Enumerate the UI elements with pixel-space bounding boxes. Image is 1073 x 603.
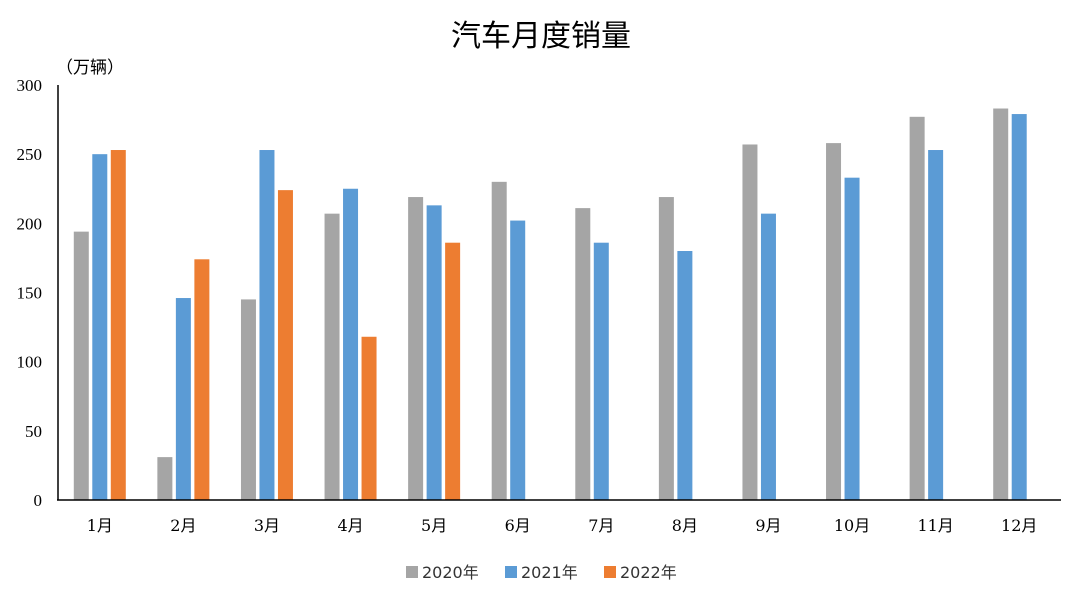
- bar-2020年-3月: [240, 299, 256, 500]
- y-tick-label: 0: [34, 491, 43, 510]
- bar-2021年-2月: [175, 298, 191, 500]
- y-tick-label: 200: [17, 214, 43, 233]
- legend-swatch: [406, 566, 418, 578]
- x-category-label: 3月: [254, 516, 280, 535]
- x-category-label: 10月: [834, 516, 870, 535]
- bar-2020年-12月: [993, 108, 1009, 501]
- bar-2022年-3月: [277, 190, 293, 500]
- bar-2021年-8月: [677, 251, 693, 500]
- legend-label: 2020年: [422, 563, 479, 582]
- x-axis-categories: 1月 2月 3月 4月 5月 6月 7月 8月 9月 10月 11月 12月: [87, 516, 1038, 535]
- bar-2020年-6月: [491, 181, 507, 501]
- legend-label: 2022年: [620, 563, 677, 582]
- bar-2021年-4月: [343, 188, 359, 500]
- x-category-label: 5月: [421, 516, 447, 535]
- bar-2021年-1月: [92, 154, 108, 500]
- bar-2020年-5月: [408, 197, 424, 501]
- bar-2021年-11月: [928, 150, 944, 500]
- bar-2021年-10月: [844, 177, 860, 500]
- bar-2020年-1月: [73, 231, 89, 500]
- legend-swatch: [604, 566, 616, 578]
- x-category-label: 8月: [672, 516, 698, 535]
- bar-2022年-4月: [361, 336, 377, 500]
- bars-group: [73, 108, 1027, 501]
- x-category-label: 4月: [337, 516, 363, 535]
- y-axis-unit-label: （万辆）: [56, 58, 124, 78]
- bar-2021年-3月: [259, 150, 275, 500]
- bar-2020年-4月: [324, 213, 340, 500]
- legend-label: 2021年: [521, 563, 578, 582]
- bar-2021年-6月: [510, 220, 526, 501]
- bar-2020年-11月: [909, 116, 925, 501]
- chart-title: 汽车月度销量: [451, 19, 631, 54]
- x-category-label: 2月: [170, 516, 196, 535]
- bar-2020年-7月: [575, 208, 591, 500]
- legend: 2020年 2021年 2022年: [406, 563, 677, 582]
- bar-2022年-2月: [194, 259, 210, 500]
- x-category-label: 9月: [755, 516, 781, 535]
- bar-2022年-5月: [445, 242, 461, 500]
- bar-2021年-12月: [1011, 114, 1027, 501]
- x-category-label: 1月: [87, 516, 113, 535]
- bar-2020年-10月: [826, 143, 842, 500]
- legend-swatch: [505, 566, 517, 578]
- x-category-label: 7月: [588, 516, 614, 535]
- y-tick-label: 50: [25, 422, 42, 441]
- bar-2020年-2月: [157, 457, 173, 500]
- y-tick-label: 150: [17, 284, 43, 303]
- bar-2021年-7月: [593, 242, 609, 500]
- y-tick-label: 300: [17, 76, 43, 95]
- x-category-label: 12月: [1001, 516, 1037, 535]
- bar-2022年-1月: [110, 150, 126, 500]
- bar-2021年-9月: [760, 213, 776, 500]
- bar-2020年-9月: [742, 144, 758, 500]
- bar-2021年-5月: [426, 205, 442, 500]
- x-category-label: 6月: [505, 516, 531, 535]
- x-category-label: 11月: [917, 516, 953, 535]
- y-tick-label: 100: [17, 353, 43, 372]
- y-tick-label: 250: [17, 145, 43, 164]
- y-axis-ticks: 0 50 100 150 200 250 300: [17, 76, 43, 510]
- bar-2020年-8月: [658, 197, 674, 501]
